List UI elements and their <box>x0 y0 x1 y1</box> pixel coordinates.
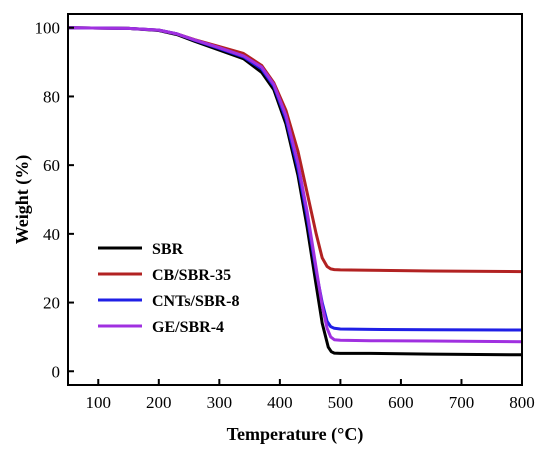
legend-label: SBR <box>152 241 184 258</box>
x-tick-label: 700 <box>449 393 475 412</box>
y-tick-label: 60 <box>43 156 60 175</box>
legend-label: CNTs/SBR-8 <box>152 293 239 310</box>
x-tick-label: 200 <box>146 393 172 412</box>
y-tick-label: 20 <box>43 294 60 313</box>
x-axis-title: Temperature (°C) <box>227 424 364 445</box>
x-tick-label: 800 <box>509 393 535 412</box>
x-tick-label: 400 <box>267 393 293 412</box>
y-tick-label: 40 <box>43 225 60 244</box>
x-tick-label: 600 <box>388 393 414 412</box>
y-tick-label: 80 <box>43 87 60 106</box>
legend: SBR CB/SBR-35 CNTs/SBR-8 GE/SBR-4 <box>98 241 239 336</box>
y-tick-label: 100 <box>35 19 61 38</box>
y-axis-ticks: 0 20 40 60 80 100 <box>35 19 74 381</box>
x-tick-label: 100 <box>86 393 112 412</box>
series-line-1 <box>67 26 523 357</box>
y-tick-label: 0 <box>52 362 61 381</box>
plot-frame <box>67 13 523 386</box>
x-tick-label: 300 <box>207 393 233 412</box>
x-tick-label: 500 <box>328 393 354 412</box>
series-line-4 <box>67 26 523 344</box>
plot-lines <box>67 26 523 357</box>
legend-label: CB/SBR-35 <box>152 267 231 284</box>
x-axis-ticks: 100 200 300 400 500 600 700 800 <box>86 379 535 412</box>
legend-label: GE/SBR-4 <box>152 319 224 336</box>
y-axis-title: Weight (%) <box>12 155 33 245</box>
series-line-3 <box>67 26 523 332</box>
